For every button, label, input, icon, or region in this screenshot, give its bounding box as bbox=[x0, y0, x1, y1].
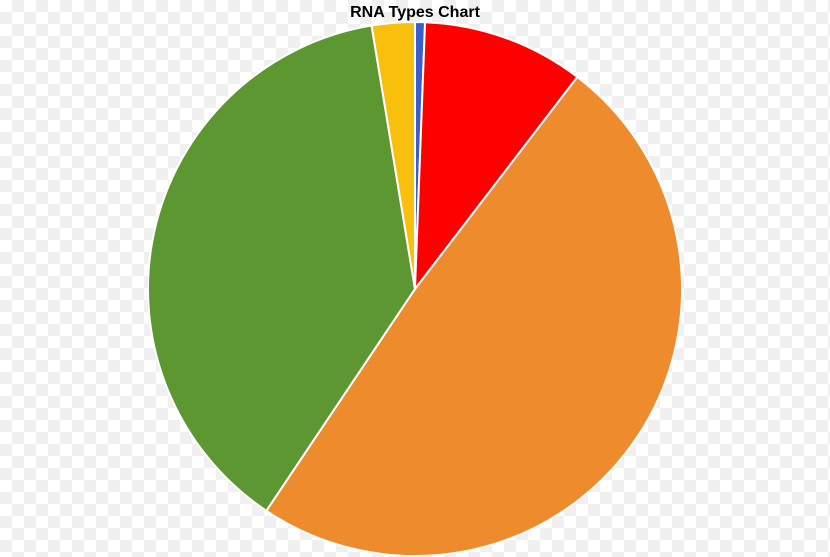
pie-chart bbox=[148, 22, 682, 556]
chart-title: RNA Types Chart bbox=[0, 4, 830, 22]
pie-svg bbox=[148, 22, 682, 556]
